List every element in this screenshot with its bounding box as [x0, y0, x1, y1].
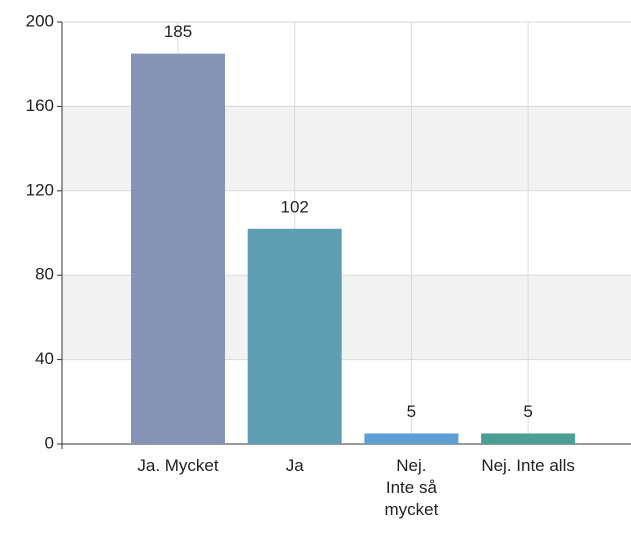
y-tick-label: 40 — [35, 349, 54, 368]
x-tick-label: Nej. Inte alls — [481, 456, 575, 475]
y-tick-label: 200 — [26, 11, 54, 30]
y-tick-label: 80 — [35, 265, 54, 284]
data-label: 5 — [523, 402, 532, 421]
bar — [247, 228, 342, 444]
bar — [364, 433, 459, 444]
x-tick-label: Ja — [285, 456, 304, 475]
bar — [481, 433, 576, 444]
y-tick-label: 120 — [26, 180, 54, 199]
data-label: 5 — [407, 402, 416, 421]
x-tick-label: Ja. Mycket — [137, 456, 219, 475]
y-tick-label: 0 — [45, 433, 54, 452]
data-label: 102 — [281, 197, 309, 216]
bar — [131, 53, 225, 445]
data-label: 185 — [164, 22, 192, 41]
x-tick-label: Nej. Inte så mycket — [384, 456, 439, 519]
y-tick-label: 160 — [26, 96, 54, 115]
